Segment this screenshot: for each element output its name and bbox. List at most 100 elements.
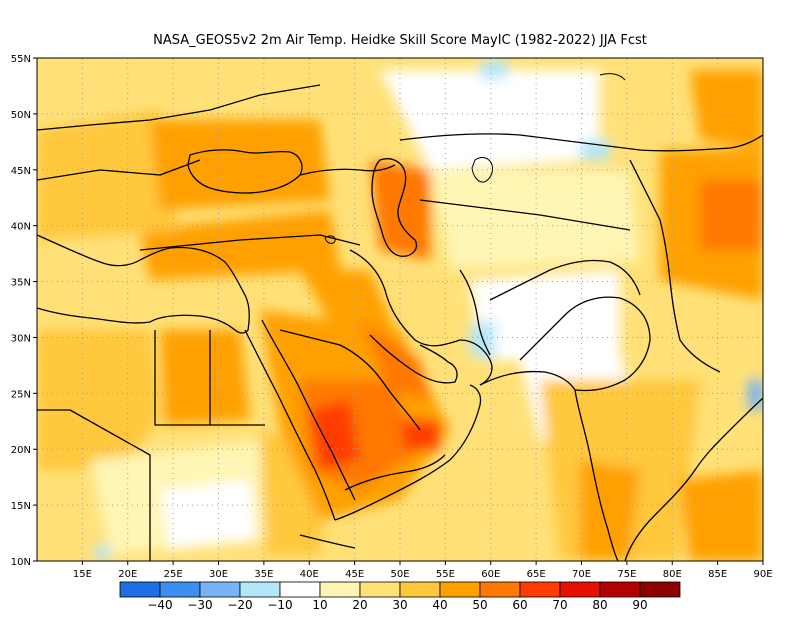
border-europe-1 <box>37 159 201 181</box>
patch-anatolia <box>140 210 340 280</box>
border-pakistan <box>519 296 651 392</box>
lon-tick-label: 60E <box>481 569 500 580</box>
lon-tick-label: 15E <box>73 569 92 580</box>
lon-tick-label: 75E <box>617 569 636 580</box>
patch-central-asia <box>430 170 640 270</box>
red-sea-coast <box>244 329 336 521</box>
lon-tick-label: 30E <box>209 569 228 580</box>
longitude-ticks: 15E 20E 25E 30E 35E 40E 45E 50E 55E 60E 65E 70E 75E 8… <box>73 561 773 580</box>
lat-tick-label: 25N <box>11 389 31 400</box>
patch-balkans <box>37 110 180 240</box>
score-contours <box>37 60 763 561</box>
patch-caspian <box>370 160 430 260</box>
colorbar-label: 10 <box>312 598 327 612</box>
lat-tick-label: 45N <box>11 166 31 177</box>
patch-ukraine <box>150 120 330 210</box>
patch-blue-north <box>480 60 510 80</box>
lon-tick-label: 65E <box>527 569 546 580</box>
latitude-ticks: 55N 50N 45N 40N 35N 30N 25N 20N 15N 10N <box>11 54 37 568</box>
colorbar-label: 70 <box>552 598 567 612</box>
colorbar-swatch <box>519 581 561 598</box>
colorbar-label: 90 <box>632 598 647 612</box>
patch-north-africa-west <box>37 330 160 470</box>
patch-tibet-hot <box>700 180 763 250</box>
lon-tick-label: 20E <box>118 569 137 580</box>
lon-tick-label: 55E <box>436 569 455 580</box>
colorbar-swatch <box>439 581 481 598</box>
black-sea-coast <box>187 149 303 194</box>
colorbar-swatch <box>399 581 441 598</box>
colorbar-swatch <box>639 581 681 598</box>
patch-gulf-hot <box>360 320 430 400</box>
mediterranean-coast <box>37 234 250 334</box>
border-china <box>629 159 721 373</box>
lat-tick-label: 15N <box>11 501 31 512</box>
gridlines <box>37 58 763 561</box>
lat-tick-label: 10N <box>11 557 31 568</box>
india-west-coast <box>574 389 619 561</box>
plot-area <box>37 58 763 561</box>
lat-tick-label: 50N <box>11 110 31 121</box>
border-afghanistan <box>489 259 641 301</box>
colorbar-label: 60 <box>512 598 527 612</box>
india-east-coast <box>624 397 763 561</box>
lake-van <box>324 235 336 244</box>
colorbar-swatch <box>359 581 401 598</box>
border-yemen <box>344 454 446 491</box>
patch-arabia-hot <box>400 420 440 450</box>
border-iran <box>349 249 493 386</box>
arabian-sea-north-coast <box>479 370 576 391</box>
colorbar-label: 20 <box>352 598 367 612</box>
lake-balkhash <box>599 73 626 81</box>
lat-tick-label: 40N <box>11 222 31 233</box>
caspian-coast <box>371 158 418 257</box>
colorbar-label: 30 <box>392 598 407 612</box>
colorbar-label: 50 <box>472 598 487 612</box>
colorbar-swatch <box>279 581 321 598</box>
patch-egypt <box>160 330 250 425</box>
coastlines-borders <box>37 84 763 561</box>
patch-india-south <box>580 460 640 560</box>
border-iran-east <box>459 269 491 356</box>
border-africa-1 <box>37 409 151 561</box>
colorbar-label: 40 <box>432 598 447 612</box>
lon-tick-label: 25E <box>164 569 183 580</box>
lon-tick-label: 50E <box>390 569 409 580</box>
colorbar-label: −40 <box>147 598 172 612</box>
patch-blue-east <box>748 380 763 410</box>
lon-tick-label: 80E <box>663 569 682 580</box>
horn-africa-coast <box>299 534 356 549</box>
colorbar-swatch <box>199 581 241 598</box>
patch-iraq <box>300 270 400 340</box>
border-turkey <box>139 234 361 251</box>
colorbar-swatch <box>559 581 601 598</box>
border-africa-2 <box>154 330 265 426</box>
lat-tick-label: 35N <box>11 278 31 289</box>
lakes <box>324 73 626 244</box>
colorbar-swatch <box>599 581 641 598</box>
lat-tick-label: 20N <box>11 445 31 456</box>
patch-mongolia <box>690 70 763 150</box>
border-europe-2 <box>37 84 321 131</box>
border-central-asia <box>419 199 631 231</box>
colorbar-label: −30 <box>187 598 212 612</box>
lat-tick-label: 55N <box>11 54 31 65</box>
colorbar-label: −10 <box>267 598 292 612</box>
lon-tick-label: 70E <box>572 569 591 580</box>
colorbar-swatch <box>159 581 201 598</box>
lon-tick-label: 35E <box>254 569 273 580</box>
lat-tick-label: 30N <box>11 333 31 344</box>
border-kazakhstan <box>399 133 763 152</box>
colorbar-swatch <box>239 581 281 598</box>
lon-tick-label: 45E <box>345 569 364 580</box>
colorbar-label: 80 <box>592 598 607 612</box>
patch-sudan-white <box>160 480 255 550</box>
aral-sea <box>471 157 493 183</box>
red-sea-coast-east <box>261 319 356 501</box>
lon-tick-label: 40E <box>300 569 319 580</box>
border-russia-south <box>299 164 396 176</box>
patch-arabia-hot <box>310 400 360 470</box>
map-title: NASA_GEOS5v2 2m Air Temp. Heidke Skill S… <box>153 33 647 48</box>
colorbar-swatch <box>479 581 521 598</box>
